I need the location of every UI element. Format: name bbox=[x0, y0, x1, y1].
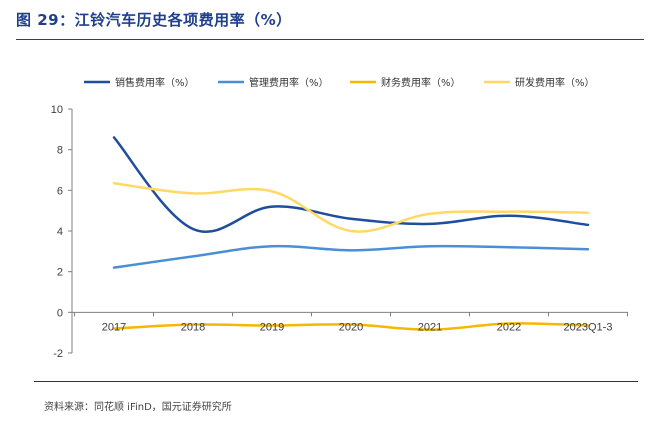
x-tick-label: 2018 bbox=[181, 321, 205, 333]
figure-title: 图 29：江铃汽车历史各项费用率（%） bbox=[16, 11, 292, 29]
y-tick-label: 2 bbox=[57, 267, 63, 279]
x-tick-label: 2022 bbox=[497, 321, 521, 333]
series-line-1 bbox=[112, 136, 590, 233]
series-line-2 bbox=[112, 244, 590, 269]
y-tick-label: 10 bbox=[51, 104, 63, 116]
source-note: 资料来源：同花顺 iFinD，国元证券研究所 bbox=[44, 402, 232, 413]
y-tick-label: -2 bbox=[53, 348, 63, 360]
title-divider bbox=[16, 39, 644, 40]
chart-series bbox=[112, 136, 590, 331]
y-tick-label: 4 bbox=[57, 226, 63, 238]
legend-label-3: 财务费用率（%） bbox=[381, 76, 461, 89]
legend-label-1: 销售费用率（%） bbox=[115, 76, 195, 89]
legend-label-4: 研发费用率（%） bbox=[515, 76, 595, 89]
chart-legend: 销售费用率（%） 管理费用率（%） 财务费用率（%） 研发费用率（%） bbox=[84, 76, 595, 89]
footer-divider bbox=[34, 381, 638, 382]
x-axis-labels: 2017 2018 2019 2020 2021 2022 2023Q1-3 bbox=[102, 321, 613, 333]
legend-label-2: 管理费用率（%） bbox=[249, 76, 329, 89]
series-line-3 bbox=[112, 322, 590, 331]
y-tick-label: 8 bbox=[57, 145, 63, 157]
x-tick-label: 2019 bbox=[260, 321, 284, 333]
x-tick-label: 2020 bbox=[339, 321, 363, 333]
x-tick-label: 2021 bbox=[418, 321, 442, 333]
series-line-4 bbox=[112, 181, 590, 233]
y-tick-label: 0 bbox=[57, 307, 63, 319]
x-tick-label: 2023Q1-3 bbox=[564, 321, 613, 333]
y-tick-label: 6 bbox=[57, 185, 63, 197]
x-tick-label: 2017 bbox=[102, 321, 126, 333]
chart-axes: -2 0 2 4 6 8 10 bbox=[51, 104, 628, 360]
